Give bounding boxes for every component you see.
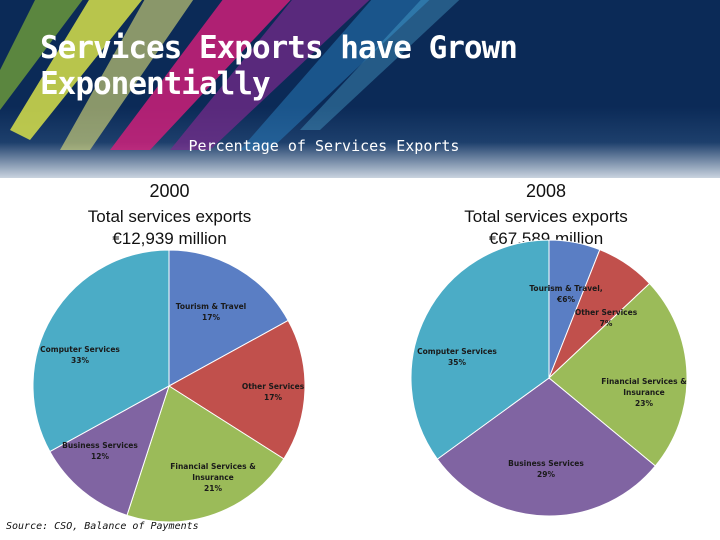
pie-slice-financial — [126, 385, 285, 523]
pie-year-2000: 2000 — [149, 181, 190, 201]
slice-label-computer: Computer Services 35% — [417, 347, 497, 367]
slice-label-financial: Financial Services & Insurance 23% — [601, 377, 687, 408]
pie-slice-financial — [548, 282, 688, 467]
title-line-1: Services Exports have Grown — [40, 30, 518, 66]
slide-header: Services Exports have Grown Exponentiall… — [0, 0, 720, 178]
slide-title: Services Exports have Grown Exponentiall… — [40, 30, 660, 102]
total-label-2008: Total services exports — [464, 207, 628, 226]
pie-year-2008: 2008 — [525, 181, 567, 201]
decorative-light-rays — [0, 0, 460, 150]
pie-slice-computer — [32, 249, 170, 453]
pie-chart-2000: Tourism & Travel 17% Other Services 17% Fina… — [32, 249, 306, 523]
pie-panel-2000: 2000 Total services exports €12,939 mill… — [18, 178, 321, 538]
title-line-2: Exponentially — [40, 66, 271, 102]
slice-label-business: Business Services 29% — [508, 459, 584, 479]
source-note: Source: CSO, Balance of Payments — [6, 521, 199, 532]
total-value-2000: €12,939 million — [112, 229, 227, 248]
slice-label-business: Business Services 12% — [62, 441, 138, 461]
slice-label-computer: Computer Services 33% — [40, 345, 120, 365]
slice-label-tourism: Tourism & Travel, €6% — [529, 284, 603, 304]
pie-slice-other — [168, 319, 306, 460]
pie-slice-business — [49, 384, 170, 516]
slice-label-financial: Financial Services & Insurance 21% — [170, 462, 256, 493]
pie-slice-computer — [410, 239, 550, 460]
slide-subtitle: Percentage of Services Exports — [188, 137, 460, 155]
pie-slice-business — [436, 377, 657, 517]
slice-label-other: Other Services 7% — [575, 308, 638, 328]
slice-label-tourism: Tourism & Travel 17% — [176, 302, 247, 322]
pie-slice-tourism — [168, 249, 289, 387]
pie-panel-2008: 2008 Total services exports €67,589 mill… — [394, 178, 698, 538]
pie-chart-2008: Tourism & Travel, €6% Other Services 7% Fina… — [410, 239, 688, 517]
slice-label-other: Other Services 17% — [242, 382, 305, 402]
pie-total-2000: Total services exports €12,939 million — [18, 206, 321, 250]
total-label-2000: Total services exports — [87, 207, 252, 226]
